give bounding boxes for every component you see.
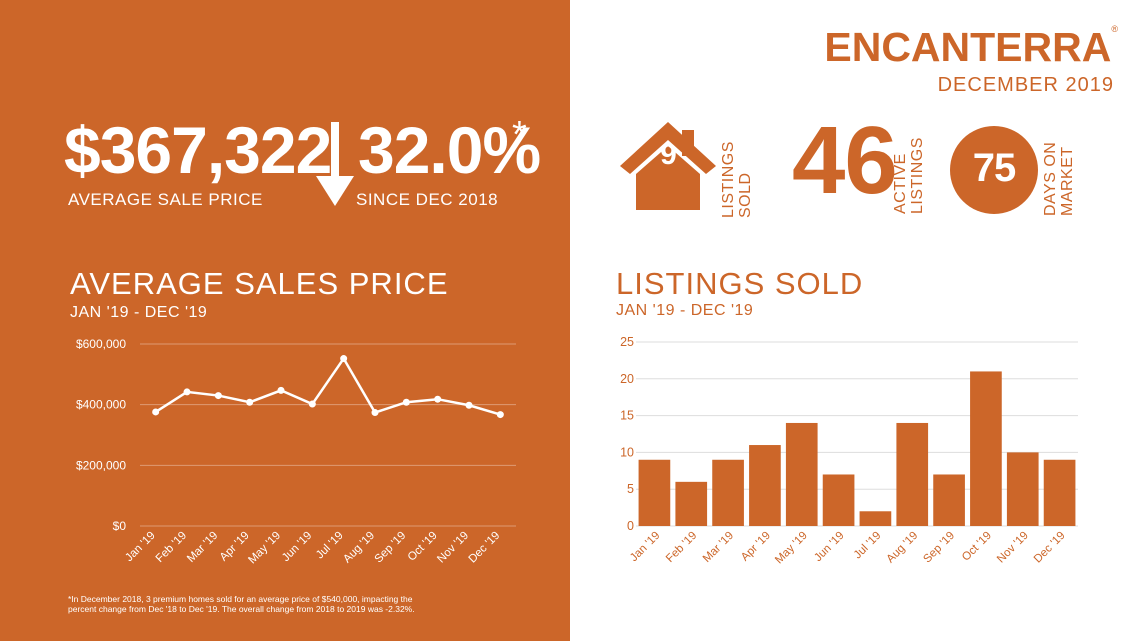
y-tick-label: $600,000 xyxy=(76,337,126,351)
listings-bar xyxy=(896,422,929,526)
brand-mark: ® xyxy=(1111,24,1118,34)
x-tick-label: Jun '19 xyxy=(812,530,846,564)
listings-sold-value: 9 xyxy=(660,138,677,171)
listings-chart-title: LISTINGS SOLD xyxy=(616,266,864,301)
x-tick-label: Oct '19 xyxy=(406,530,440,564)
listings-sold-label: LISTINGS SOLD xyxy=(720,128,754,218)
average-sale-price-label: AVERAGE SALE PRICE xyxy=(68,190,263,209)
x-tick-label: Nov '19 xyxy=(995,530,1031,566)
x-tick-label: Feb '19 xyxy=(154,530,189,565)
x-tick-label: Aug '19 xyxy=(341,530,377,566)
x-tick-label: Dec '19 xyxy=(467,530,503,566)
x-tick-label: Mar '19 xyxy=(701,530,736,565)
x-tick-label: May '19 xyxy=(246,530,283,567)
x-tick-label: Aug '19 xyxy=(885,530,921,566)
days-on-market-circle xyxy=(950,126,1038,214)
average-sale-price-value: $367,322 xyxy=(64,113,332,187)
percent-change-value: 32.0% xyxy=(358,113,541,187)
listings-bar xyxy=(785,422,818,526)
x-tick-label: Jun '19 xyxy=(280,530,314,564)
listings-bar xyxy=(638,459,671,526)
x-tick-label: Sep '19 xyxy=(921,530,957,566)
listings-bar xyxy=(712,459,744,526)
active-listings-label-line-1: ACTIVE xyxy=(892,153,909,214)
y-tick-label: $400,000 xyxy=(76,398,126,412)
data-point xyxy=(371,409,379,417)
listings-bar xyxy=(1006,452,1039,526)
data-point xyxy=(277,386,285,394)
data-point xyxy=(214,392,222,400)
footnote-line-2: percent change from Dec '18 to Dec '19. … xyxy=(68,604,415,614)
x-tick-label: Feb '19 xyxy=(664,530,699,565)
down-arrow-icon xyxy=(316,122,354,206)
x-tick-label: Sep '19 xyxy=(373,530,409,566)
report-date: DECEMBER 2019 xyxy=(937,74,1114,96)
y-tick-label: 15 xyxy=(620,409,634,423)
price-chart-subtitle: JAN '19 - DEC '19 xyxy=(70,304,208,321)
listings-bar xyxy=(822,474,855,526)
footnote: *In December 2018, 3 premium homes sold … xyxy=(68,594,548,614)
active-listings-value: 46 xyxy=(792,107,898,214)
x-tick-label: Dec '19 xyxy=(1032,530,1068,566)
data-point xyxy=(434,395,442,403)
listings-chart-subtitle: JAN '19 - DEC '19 xyxy=(616,302,754,319)
left-panel: $367,322 AVERAGE SALE PRICE 32.0% * SINC… xyxy=(0,0,570,641)
y-tick-label: $0 xyxy=(113,519,127,533)
x-tick-label: Oct '19 xyxy=(960,530,994,564)
listings-bar xyxy=(1043,459,1076,526)
x-tick-label: Apr '19 xyxy=(739,530,773,564)
price-series-line xyxy=(154,356,501,416)
x-tick-label: Jan '19 xyxy=(123,530,157,564)
data-point xyxy=(496,411,504,419)
data-point xyxy=(183,388,191,396)
data-point xyxy=(308,400,316,408)
y-tick-label: 20 xyxy=(620,372,634,386)
price-chart-title: AVERAGE SALES PRICE xyxy=(70,266,449,301)
listings-sold-bar-chart: 0 5 10 15 20 25 Jan '19 Feb '19 Mar '19 Apr '19 Ma… xyxy=(620,335,1078,567)
data-point xyxy=(340,355,348,363)
days-on-market-label-line-1: DAYS ON xyxy=(1042,141,1059,216)
right-panel: ENCANTERRA® DECEMBER 2019 9 LISTINGS SOLD… xyxy=(570,0,1140,641)
brand-logo: ENCANTERRA® xyxy=(824,24,1118,71)
x-tick-label: Mar '19 xyxy=(185,530,220,565)
x-tick-label: Jan '19 xyxy=(628,530,662,564)
data-point xyxy=(402,398,410,406)
x-tick-label: May '19 xyxy=(773,530,810,567)
listings-bar xyxy=(675,481,708,526)
active-listings-label-line-2: LISTINGS xyxy=(909,137,926,214)
listings-bar xyxy=(749,445,781,526)
days-on-market-label: DAYS ON MARKET xyxy=(1042,124,1076,216)
y-tick-label: $200,000 xyxy=(76,458,126,472)
footnote-line-1: *In December 2018, 3 premium homes sold … xyxy=(68,594,413,604)
days-on-market-value: 75 xyxy=(972,146,1017,190)
y-tick-label: 5 xyxy=(627,482,634,496)
listings-sold-label-line-1: LISTINGS xyxy=(720,141,737,218)
data-point xyxy=(246,398,254,406)
listings-sold-label-line-2: SOLD xyxy=(737,172,754,218)
house-icon xyxy=(620,122,716,210)
x-tick-label: Jul '19 xyxy=(852,530,884,562)
data-point xyxy=(152,408,160,416)
percent-change-label: SINCE DEC 2018 xyxy=(356,190,499,209)
data-point xyxy=(465,401,473,409)
listings-bar xyxy=(859,511,892,526)
y-tick-label: 25 xyxy=(620,335,634,349)
active-listings-label: ACTIVE LISTINGS xyxy=(892,124,926,214)
y-tick-label: 0 xyxy=(627,519,634,533)
x-tick-label: Nov '19 xyxy=(435,530,471,566)
listings-bar xyxy=(933,474,965,526)
percent-change-asterisk: * xyxy=(512,114,527,156)
y-tick-label: 10 xyxy=(620,445,634,459)
listings-bar xyxy=(970,371,1002,526)
brand-name: ENCANTERRA xyxy=(824,24,1112,70)
days-on-market-label-line-2: MARKET xyxy=(1059,146,1076,216)
